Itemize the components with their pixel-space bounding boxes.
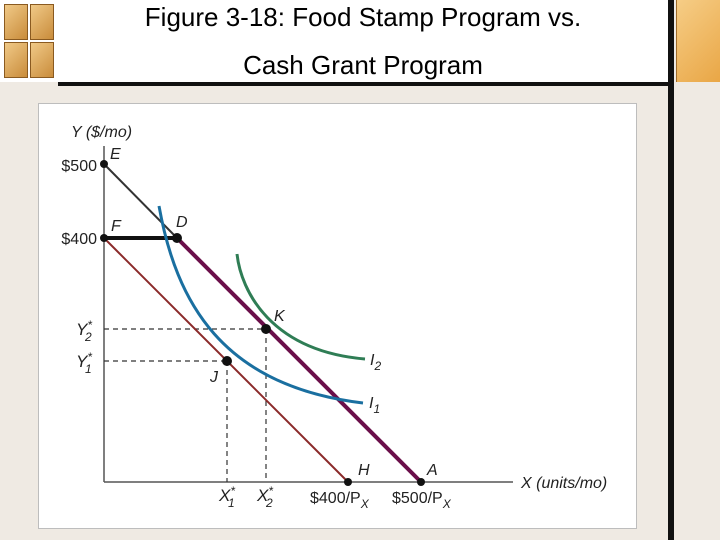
slide-title-box: Figure 3-18: Food Stamp Program vs. Cash… <box>58 0 668 86</box>
dashed-guides <box>104 328 267 482</box>
x1-star-label: X* 1 <box>218 484 235 510</box>
label-I1: I1 <box>369 395 380 416</box>
left-decoration <box>0 0 58 82</box>
y1-star-label: Y* 1 <box>76 350 92 376</box>
point-H <box>344 478 352 486</box>
x2-star-label: X* 2 <box>256 484 273 510</box>
point-D <box>172 233 182 243</box>
point-F <box>100 234 108 242</box>
point-A <box>417 478 425 486</box>
point-K <box>261 324 271 334</box>
label-J: J <box>209 369 219 386</box>
decor-tile <box>30 42 54 78</box>
label-D: D <box>176 214 188 231</box>
figure-panel: Y ($/mo) X (units/mo) $500 $400 Y* 2 Y* 1 … <box>38 103 637 529</box>
point-E <box>100 160 108 168</box>
x-tick-A: $500/PX <box>392 490 452 511</box>
slide-title-line-1: Figure 3-18: Food Stamp Program vs. <box>144 2 582 32</box>
label-F: F <box>111 218 122 235</box>
y-tick-400: $400 <box>61 231 97 248</box>
x-tick-H: $400/PX <box>310 490 370 511</box>
slide-title-line-2: Cash Grant Program <box>243 50 483 80</box>
decor-tile <box>4 4 28 40</box>
decor-tile <box>4 42 28 78</box>
right-divider <box>668 0 674 540</box>
y2-star-label: Y* 2 <box>76 318 92 344</box>
indifference-curve-I2 <box>235 253 366 361</box>
y-axis-label: Y ($/mo) <box>71 124 132 141</box>
economics-diagram: Y ($/mo) X (units/mo) $500 $400 Y* 2 Y* 1 … <box>61 124 607 511</box>
label-I2: I2 <box>370 352 381 373</box>
right-decoration <box>676 0 720 82</box>
point-J <box>222 356 232 366</box>
budget-line-food-stamp <box>175 236 423 484</box>
label-E: E <box>110 146 121 163</box>
label-A: A <box>426 462 438 479</box>
x-axis-label: X (units/mo) <box>520 475 607 492</box>
points <box>100 160 425 486</box>
y-tick-500: $500 <box>61 158 97 175</box>
decor-tile <box>30 4 54 40</box>
label-K: K <box>274 308 286 325</box>
budget-line-cash-segment <box>103 163 178 239</box>
label-H: H <box>358 462 370 479</box>
indifference-curve-I1 <box>157 205 364 405</box>
